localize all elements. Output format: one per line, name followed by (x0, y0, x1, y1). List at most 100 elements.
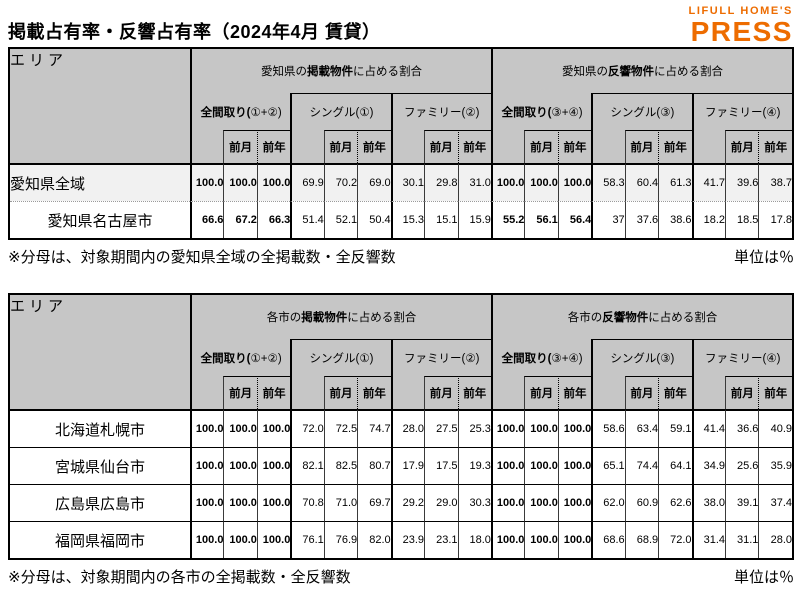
value-cell: 66.3 (256, 201, 291, 238)
value-cell: 62.0 (591, 484, 625, 521)
subgroup-label: ③+④) (551, 352, 583, 365)
denominator-note: ※分母は、対象期間内の各市の全掲載数・全反響数 (8, 569, 351, 586)
value-cell: 25.3 (457, 409, 491, 447)
row-label: 愛知県名古屋市 (10, 201, 190, 238)
row-label: 福岡県福岡市 (10, 521, 190, 558)
unit-note: 単位は％ (733, 569, 794, 586)
value-cell: 19.3 (457, 447, 491, 484)
header-row-groups: エリア 各市の掲載物件に占める割合 各市の反響物件に占める割合 (10, 295, 792, 409)
value-cell: 39.1 (725, 484, 759, 521)
period-header-prev-year: 前年 (658, 376, 692, 409)
value-cell: 80.7 (357, 447, 391, 484)
value-cell: 15.1 (424, 201, 458, 238)
period-header-prev-year: 前年 (758, 376, 792, 409)
value-cell: 52.1 (323, 201, 358, 238)
value-cell: 56.1 (524, 201, 558, 238)
row-label: 宮城県仙台市 (10, 447, 190, 484)
value-cell: 50.4 (357, 201, 391, 238)
period-header-current (691, 376, 725, 409)
value-cell: 40.9 (758, 409, 792, 447)
subgroup-label: ①+②) (250, 106, 282, 119)
value-cell: 100.0 (256, 484, 291, 521)
value-cell: 15.9 (457, 201, 491, 238)
subgroup-header: 全間取り(①+②) (190, 339, 291, 376)
value-cell: 82.1 (290, 447, 324, 484)
value-cell: 38.0 (691, 484, 725, 521)
value-cell: 100.0 (190, 447, 224, 484)
value-cell: 51.4 (290, 201, 324, 238)
value-cell: 69.9 (290, 163, 324, 201)
period-header-prev-year: 前年 (256, 130, 291, 163)
value-cell: 100.0 (223, 447, 257, 484)
value-cell: 17.8 (758, 201, 792, 238)
value-cell: 72.0 (290, 409, 324, 447)
period-header-prev-month: 前月 (223, 130, 257, 163)
group-header-2: 愛知県の反響物件に占める割合 (490, 49, 792, 93)
value-cell: 41.4 (691, 409, 725, 447)
group-title-suffix: に占める割合 (347, 312, 417, 324)
value-cell: 100.0 (557, 409, 592, 447)
group-title-prefix: 各市の (567, 312, 603, 324)
subgroup-label-bold: 全間取り( (501, 352, 552, 365)
period-header-prev-month: 前月 (223, 376, 257, 409)
period-header-current (390, 376, 425, 409)
subgroup-header: シングル(③) (591, 93, 692, 130)
value-cell: 100.0 (557, 447, 592, 484)
value-cell: 63.4 (624, 409, 659, 447)
group-header-2: 各市の反響物件に占める割合 (490, 295, 792, 339)
top-bar: 掲載占有率・反響占有率（2024年4月 賃貸） LIFULL HOME'S PR… (8, 5, 793, 46)
value-cell: 62.6 (658, 484, 692, 521)
period-header-prev-month: 前月 (725, 376, 759, 409)
value-cell: 29.0 (424, 484, 458, 521)
value-cell: 100.0 (490, 447, 525, 484)
value-cell: 69.0 (357, 163, 391, 201)
subgroup-header: シングル(③) (591, 339, 692, 376)
header-row-periods: 前月 前年 前月 前年 前月 前年 前月 前年 前月 前年 前月 前年 (10, 130, 792, 163)
subgroup-header: ファミリー(②) (390, 339, 491, 376)
value-cell: 100.0 (190, 163, 224, 201)
value-cell: 68.9 (624, 521, 659, 558)
value-cell: 61.3 (658, 163, 692, 201)
value-cell: 31.0 (457, 163, 491, 201)
period-header-prev-year: 前年 (357, 130, 391, 163)
subgroup-header: 全間取り(③+④) (490, 339, 592, 376)
footnote-bar: ※分母は、対象期間内の愛知県全域の全掲載数・全反響数 単位は％ (8, 246, 794, 267)
subgroup-label: ③+④) (551, 106, 583, 119)
period-header-prev-year: 前年 (758, 130, 792, 163)
value-cell: 100.0 (256, 521, 291, 558)
value-cell: 30.1 (390, 163, 425, 201)
value-cell: 29.2 (390, 484, 425, 521)
table-row: 福岡県福岡市 100.0 100.0 100.0 76.1 76.9 82.0 23.9 23.… (10, 521, 792, 558)
subgroup-header: ファミリー(④) (691, 339, 792, 376)
value-cell: 25.6 (725, 447, 759, 484)
value-cell: 17.5 (424, 447, 458, 484)
group-title-bold: 反響物件 (607, 66, 654, 78)
row-label: 広島県広島市 (10, 484, 190, 521)
area-header: エリア (10, 49, 190, 163)
subgroup-header: ファミリー(②) (390, 93, 491, 130)
page-title: 掲載占有率・反響占有率（2024年4月 賃貸） (8, 22, 381, 42)
value-cell: 70.8 (290, 484, 324, 521)
value-cell: 37.4 (758, 484, 792, 521)
period-header-current (591, 376, 625, 409)
value-cell: 76.9 (323, 521, 358, 558)
logo-line1: LIFULL HOME'S (688, 5, 793, 17)
denominator-note: ※分母は、対象期間内の愛知県全域の全掲載数・全反響数 (8, 249, 396, 266)
subgroup-label: シングル(①) (309, 107, 374, 119)
value-cell: 23.9 (390, 521, 425, 558)
value-cell: 15.3 (390, 201, 425, 238)
value-cell: 27.5 (424, 409, 458, 447)
value-cell: 60.9 (624, 484, 659, 521)
value-cell: 100.0 (490, 163, 525, 201)
value-cell: 70.2 (323, 163, 358, 201)
period-header-current (691, 130, 725, 163)
value-cell: 39.6 (725, 163, 759, 201)
period-header-prev-month: 前月 (424, 130, 458, 163)
period-header-prev-year: 前年 (658, 130, 692, 163)
value-cell: 100.0 (223, 484, 257, 521)
value-cell: 82.0 (357, 521, 391, 558)
subgroup-label: ファミリー(②) (404, 353, 480, 365)
value-cell: 82.5 (323, 447, 358, 484)
value-cell: 69.7 (357, 484, 391, 521)
